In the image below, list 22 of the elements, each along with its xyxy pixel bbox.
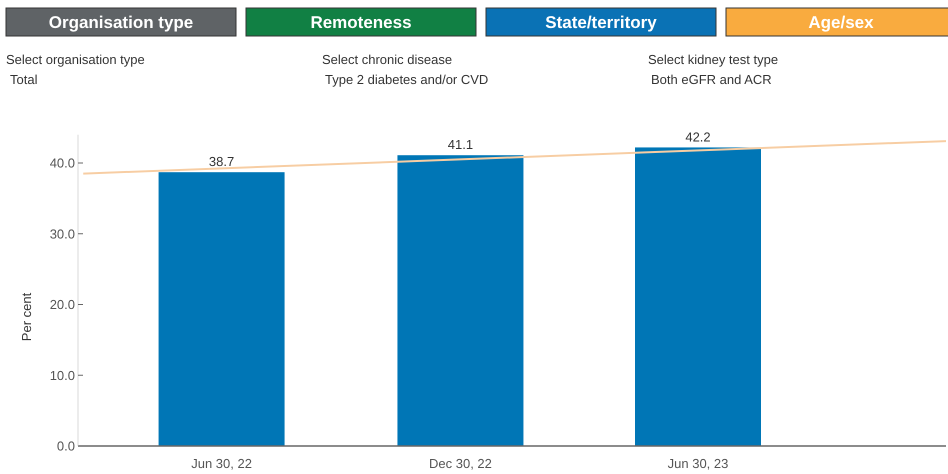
text: Remoteness [310, 13, 412, 32]
x-tick-label: Jun 30, 23 [668, 456, 728, 471]
y-tick-label: 0.0 [56, 438, 75, 454]
y-tick-label: 30.0 [50, 226, 75, 242]
text: Select organisation type [6, 52, 145, 67]
text: Select chronic disease [322, 52, 452, 67]
data-label: 38.7 [208, 154, 234, 170]
text: Organisation type [48, 13, 194, 32]
y-tick-label: 40.0 [50, 156, 75, 171]
y-axis-title: Per cent [19, 292, 34, 342]
text: Select kidney test type [648, 52, 778, 67]
x-tick-label: Jun 30, 22 [191, 456, 252, 471]
data-label: 42.2 [685, 129, 711, 144]
text: Both eGFR and ACR [651, 72, 772, 87]
x-tick-label: Dec 30, 22 [429, 456, 492, 471]
y-tick-label: 10.0 [50, 368, 75, 383]
data-label: 41.1 [448, 137, 474, 152]
text: Age/sex [808, 13, 874, 32]
text: Type 2 diabetes and/or CVD [325, 72, 488, 87]
text: State/territory [545, 13, 658, 32]
text: Total [10, 72, 38, 87]
y-tick-label: 20.0 [50, 297, 75, 312]
